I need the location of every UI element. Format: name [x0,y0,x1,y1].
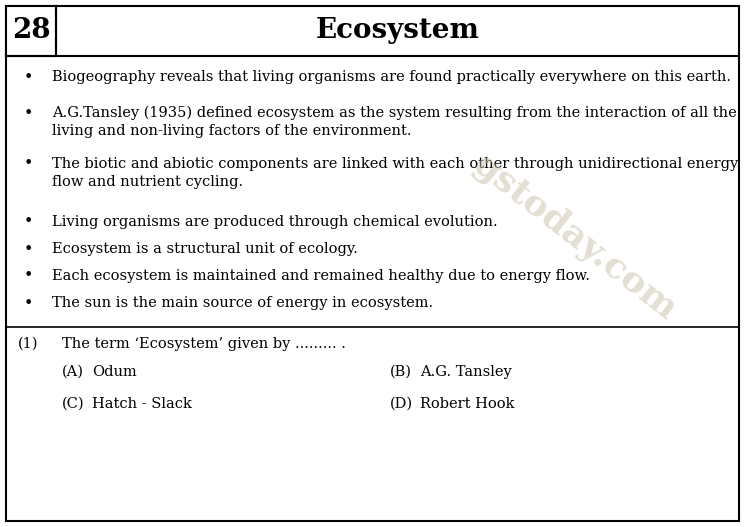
Text: Odum: Odum [92,365,137,379]
Text: Robert Hook: Robert Hook [420,397,515,411]
Text: The biotic and abiotic components are linked with each other through unidirectio: The biotic and abiotic components are li… [52,157,738,171]
Text: gstoday.com: gstoday.com [466,147,684,327]
Text: 28: 28 [12,17,51,44]
Text: Ecosystem is a structural unit of ecology.: Ecosystem is a structural unit of ecolog… [52,242,358,256]
Text: (A): (A) [62,365,84,379]
Text: •: • [23,69,33,85]
Text: •: • [23,213,33,230]
Text: •: • [23,104,33,122]
Text: •: • [23,295,33,311]
Text: (1): (1) [18,337,39,351]
Text: A.G. Tansley: A.G. Tansley [420,365,512,379]
Text: Biogeography reveals that living organisms are found practically everywhere on t: Biogeography reveals that living organis… [52,70,731,84]
Text: The term ‘Ecosystem’ given by ......... .: The term ‘Ecosystem’ given by ......... … [62,337,346,351]
Text: Hatch - Slack: Hatch - Slack [92,397,192,411]
Text: Living organisms are produced through chemical evolution.: Living organisms are produced through ch… [52,215,498,229]
Text: •: • [23,268,33,285]
Text: flow and nutrient cycling.: flow and nutrient cycling. [52,175,243,189]
Text: •: • [23,240,33,258]
Text: The sun is the main source of energy in ecosystem.: The sun is the main source of energy in … [52,296,433,310]
Bar [6,6,56,56]
Text: (C): (C) [62,397,85,411]
Text: (B): (B) [390,365,412,379]
Text: •: • [23,155,33,172]
Text: Ecosystem: Ecosystem [316,17,480,44]
Text: Each ecosystem is maintained and remained healthy due to energy flow.: Each ecosystem is maintained and remaine… [52,269,590,283]
Text: (D): (D) [390,397,413,411]
Text: A.G.Tansley (1935) defined ecosystem as the system resulting from the interactio: A.G.Tansley (1935) defined ecosystem as … [52,106,737,120]
Text: living and non-living factors of the environment.: living and non-living factors of the env… [52,124,411,138]
